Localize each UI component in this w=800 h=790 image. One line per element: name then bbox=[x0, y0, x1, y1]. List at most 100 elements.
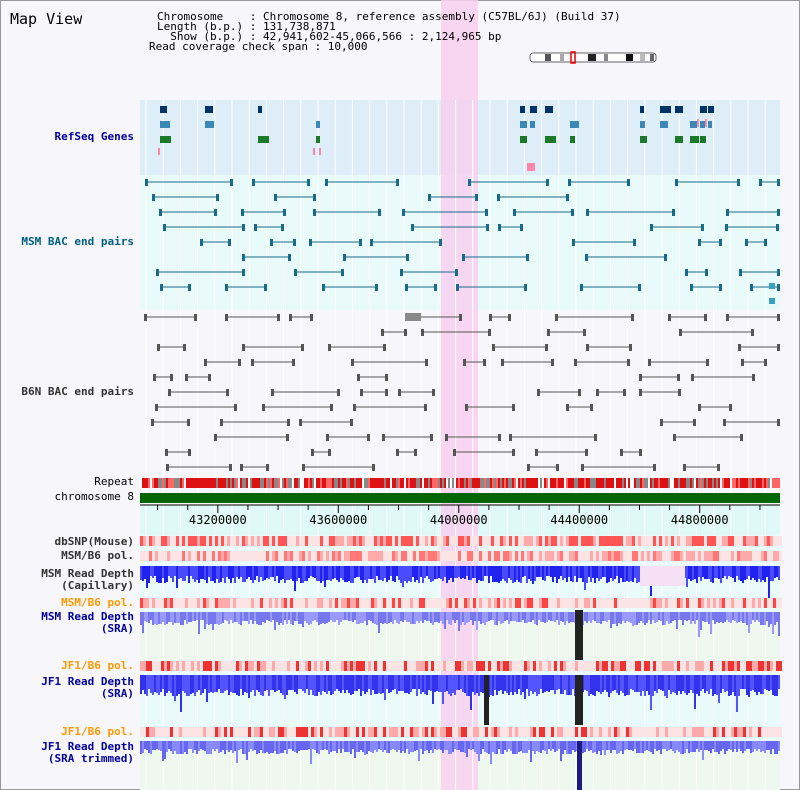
msm-sra-bar bbox=[502, 612, 504, 623]
msm-pol1-cell bbox=[500, 551, 503, 561]
repeat-segment bbox=[420, 478, 422, 488]
msm-pol1-cell bbox=[371, 551, 374, 561]
repeat-segment bbox=[616, 478, 618, 488]
msm-pol2-cell bbox=[356, 598, 359, 608]
jf1-sra-bar bbox=[348, 675, 350, 693]
msm-capillary-bar bbox=[378, 566, 380, 580]
jf1-pol1-cell bbox=[758, 661, 761, 671]
jf1-pol1-cell bbox=[203, 661, 206, 671]
msm-pol2-cell bbox=[293, 598, 296, 608]
jf1-sra-bar bbox=[216, 675, 218, 692]
jf1-trim-bar bbox=[746, 741, 748, 749]
jf1-sra-bar bbox=[660, 675, 662, 690]
msm-pol1-cell bbox=[704, 551, 707, 561]
msm-pol2-cell bbox=[449, 598, 452, 608]
msm-pol1-cell bbox=[530, 551, 533, 561]
msm-capillary-bar bbox=[522, 566, 524, 577]
jf1-sra-bar bbox=[740, 675, 742, 689]
msm-pol1-cell bbox=[770, 551, 773, 561]
msm-bac-pair-end bbox=[254, 224, 257, 231]
msm-capillary-bar bbox=[148, 566, 150, 583]
jf1-trim-bar bbox=[180, 741, 182, 754]
label-jf1-depth-trim-1: JF1 Read Depth bbox=[41, 740, 134, 753]
jf1-pol2-cell bbox=[383, 727, 386, 737]
jf1-pol2-cell bbox=[593, 727, 596, 737]
jf1-pol2-cell bbox=[578, 727, 581, 737]
dbsnp-cell bbox=[146, 536, 149, 546]
msm-sra-bar bbox=[632, 612, 634, 626]
repeat-segment bbox=[740, 478, 742, 488]
msm-sra-bar bbox=[434, 612, 436, 622]
jf1-pol2-cell bbox=[233, 727, 236, 737]
repeat-segment bbox=[156, 478, 158, 488]
msm-capillary-bar bbox=[400, 566, 402, 583]
repeat-segment bbox=[500, 478, 502, 488]
jf1-sra-bar bbox=[648, 675, 650, 695]
msm-pol2-cell bbox=[416, 598, 419, 608]
msm-pol1-cell bbox=[614, 551, 617, 561]
repeat-segment bbox=[242, 478, 244, 488]
jf1-pol1-cell bbox=[434, 661, 437, 671]
msm-sra-bar bbox=[608, 612, 610, 620]
b6n-bac-pair-end bbox=[326, 434, 329, 441]
msm-sra-bar bbox=[424, 612, 426, 620]
msm-sra-bar bbox=[710, 612, 712, 634]
msm-bac-end bbox=[769, 298, 775, 304]
msm-pol1-cell bbox=[602, 551, 605, 561]
msm-sra-bar bbox=[250, 612, 252, 620]
jf1-pol2-cell bbox=[308, 727, 311, 737]
msm-pol2-cell bbox=[212, 598, 215, 608]
dbsnp-cell bbox=[377, 536, 380, 546]
jf1-pol2-cell bbox=[497, 727, 500, 737]
repeat-segment bbox=[506, 478, 508, 488]
msm-pol2-cell bbox=[350, 598, 353, 608]
repeat-segment bbox=[304, 478, 306, 488]
msm-pol1-cell bbox=[389, 551, 392, 561]
msm-sra-bar bbox=[256, 612, 258, 624]
jf1-pol1-cell bbox=[584, 661, 587, 671]
b6n-bac-pair-end bbox=[585, 449, 588, 456]
msm-sra-bar bbox=[152, 612, 154, 625]
msm-sra-bar bbox=[774, 612, 776, 625]
msm-pol2-cell bbox=[572, 598, 575, 608]
jf1-pol1-cell bbox=[413, 661, 416, 671]
b6n-bac-pair-end bbox=[310, 314, 313, 321]
jf1-sra-bar bbox=[638, 675, 640, 692]
jf1-sra-bar bbox=[556, 675, 558, 690]
repeat-segment bbox=[502, 478, 504, 488]
b6n-bac-pair-end bbox=[204, 359, 207, 366]
jf1-sra-bar bbox=[408, 675, 410, 694]
msm-pol2-cell bbox=[470, 598, 473, 608]
jf1-sra-bar bbox=[280, 675, 282, 693]
msm-sra-bar bbox=[724, 612, 726, 622]
jf1-pol1-cell bbox=[335, 661, 338, 671]
b6n-bac-pair-end bbox=[574, 359, 577, 366]
jf1-trim-bar bbox=[702, 741, 704, 760]
dbsnp-cell bbox=[302, 536, 305, 546]
jf1-trim-bar bbox=[728, 741, 730, 749]
msm-pol1-cell bbox=[437, 551, 440, 561]
msm-pol1-cell bbox=[299, 551, 302, 561]
msm-sra-bar bbox=[418, 612, 420, 623]
jf1-trim-bar bbox=[196, 741, 198, 754]
msm-pol2-cell bbox=[533, 598, 536, 608]
repeat-segment bbox=[748, 478, 750, 488]
msm-sra-bar bbox=[736, 612, 738, 623]
msm-capillary-bar bbox=[750, 566, 752, 580]
jf1-sra-bar bbox=[220, 675, 222, 693]
jf1-trim-bar bbox=[486, 741, 488, 753]
jf1-pol1-cell bbox=[146, 661, 149, 671]
jf1-trim-bar bbox=[714, 741, 716, 752]
jf1-sra-bar bbox=[242, 675, 244, 695]
jf1-pol2-cell bbox=[521, 727, 524, 737]
jf1-pol2-cell bbox=[695, 727, 698, 737]
dbsnp-cell bbox=[194, 536, 197, 546]
jf1-sra-bar bbox=[496, 675, 498, 695]
msm-bac-pair-end bbox=[777, 269, 780, 276]
msm-capillary-bar bbox=[742, 566, 744, 583]
ideogram-band bbox=[588, 54, 596, 61]
jf1-pol1-cell bbox=[365, 661, 368, 671]
jf1-pol2-cell bbox=[638, 727, 641, 737]
jf1-pol2-cell bbox=[446, 727, 449, 737]
